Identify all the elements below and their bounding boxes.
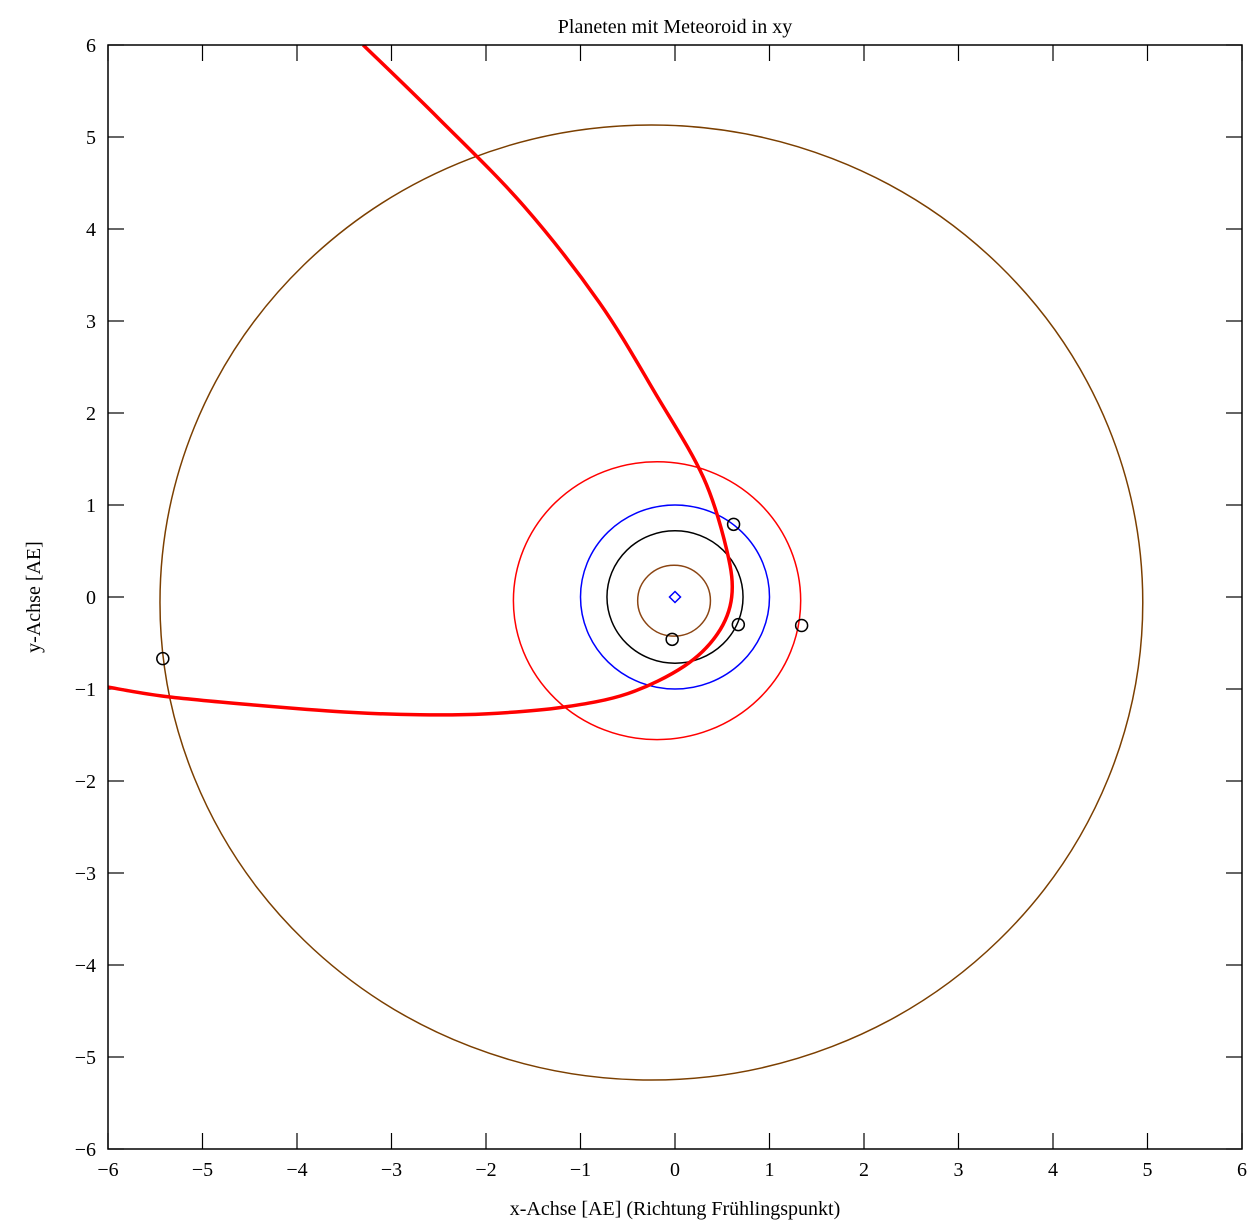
x-tick-label: −6 (97, 1159, 118, 1181)
planet-marker (665, 632, 679, 647)
x-tick-label: 2 (859, 1159, 869, 1181)
x-tick-label: 6 (1237, 1159, 1247, 1181)
y-tick-label: −4 (75, 955, 96, 977)
x-tick-label: −4 (286, 1159, 307, 1181)
meteoroid-path (108, 45, 735, 717)
plot-frame (107, 44, 1243, 1150)
planet-orbit (636, 564, 712, 637)
x-tick-label: −2 (475, 1159, 496, 1181)
x-tick-label: 4 (1048, 1159, 1058, 1181)
x-tick-label: −5 (192, 1159, 213, 1181)
y-tick-label: −5 (75, 1047, 96, 1069)
y-tick-label: 1 (86, 495, 96, 517)
planet-orbit (579, 504, 771, 690)
x-tick-label: 5 (1143, 1159, 1153, 1181)
y-tick-label: −2 (75, 771, 96, 793)
x-tick-label: 0 (670, 1159, 680, 1181)
y-axis-label: y-Achse [AE] (23, 541, 45, 653)
y-tick-label: 0 (86, 587, 96, 609)
series-layer (108, 45, 1144, 1081)
tick-labels: −6 −5 −4 −3 −2 −1 0 1 2 3 4 5 6 −6 −5 −4 −3 −2 −1 0 1 2 3 4 5 6 (75, 35, 1247, 1181)
y-tick-label: 3 (86, 311, 96, 333)
y-tick-label: 2 (86, 403, 96, 425)
planet-orbit (512, 461, 802, 741)
x-tick-label: 3 (954, 1159, 964, 1181)
y-tick-label: −6 (75, 1139, 96, 1161)
sun-marker (668, 590, 682, 604)
y-tick-label: 5 (86, 127, 96, 149)
x-axis-label: x-Achse [AE] (Richtung Frühlingspunkt) (510, 1198, 841, 1220)
planet-marker (156, 651, 170, 666)
y-tick-label: −3 (75, 863, 96, 885)
x-tick-label: −3 (381, 1159, 402, 1181)
x-tick-label: −1 (570, 1159, 591, 1181)
planet-orbit (159, 124, 1144, 1081)
y-tick-label: 4 (86, 219, 96, 241)
axis-ticks (107, 44, 1243, 1150)
planet-marker (731, 617, 746, 632)
y-tick-label: 6 (86, 35, 96, 57)
y-tick-label: −1 (75, 679, 96, 701)
x-tick-label: 1 (765, 1159, 775, 1181)
planet-marker (726, 517, 741, 532)
chart-title: Planeten mit Meteoroid in xy (558, 16, 792, 38)
planet-marker (794, 618, 809, 633)
planet-orbit (606, 530, 744, 664)
